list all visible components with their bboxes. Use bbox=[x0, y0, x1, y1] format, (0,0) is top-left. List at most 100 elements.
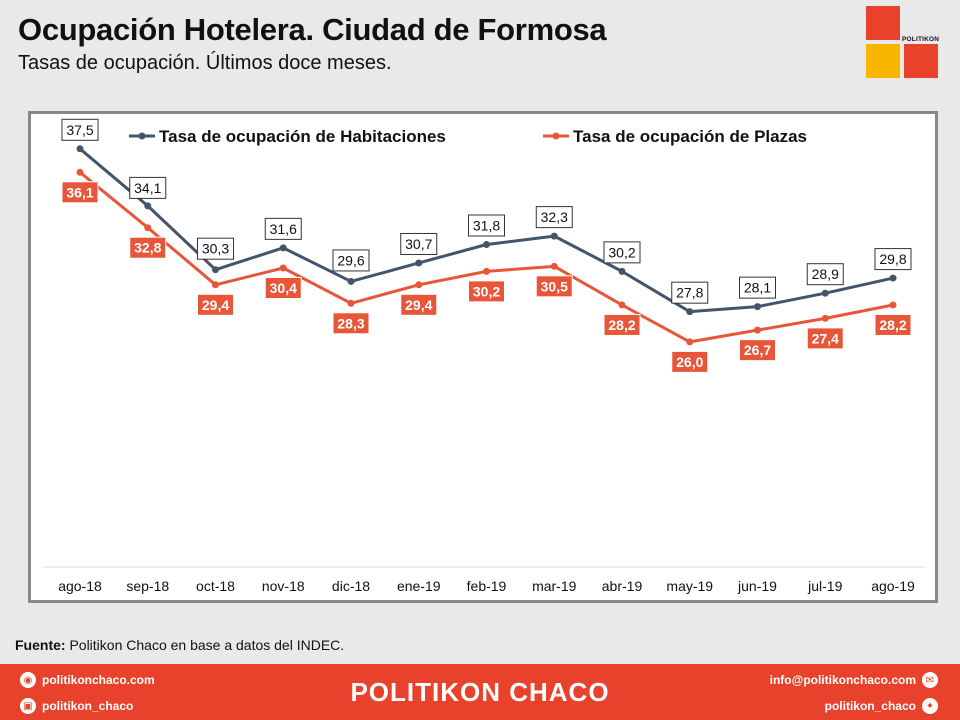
x-tick-label: ene-19 bbox=[397, 578, 441, 594]
data-label-habitaciones: 32,3 bbox=[541, 209, 568, 225]
data-label-plazas: 36,1 bbox=[66, 184, 93, 200]
data-point-0 bbox=[347, 277, 355, 285]
data-label-box-habitaciones bbox=[332, 249, 370, 272]
data-label-box-plazas bbox=[332, 312, 370, 335]
data-label-box-habitaciones bbox=[603, 241, 641, 264]
x-tick-label: abr-19 bbox=[602, 578, 643, 594]
chart-frame: Tasa de ocupación de Habitaciones Tasa de… bbox=[28, 111, 938, 603]
data-label-plazas: 32,8 bbox=[134, 240, 161, 256]
data-label-box-habitaciones bbox=[129, 176, 167, 199]
data-label-habitaciones: 30,2 bbox=[608, 244, 635, 260]
data-label-box-habitaciones bbox=[671, 281, 709, 304]
x-tick-label: nov-18 bbox=[262, 578, 305, 594]
data-label-box-habitaciones bbox=[197, 237, 234, 260]
data-point-0 bbox=[686, 308, 694, 316]
data-label-plazas: 29,4 bbox=[202, 297, 229, 313]
data-point-1 bbox=[618, 301, 626, 309]
data-point-1 bbox=[212, 281, 219, 289]
data-label-habitaciones: 31,6 bbox=[270, 221, 297, 237]
legend-label-1: Tasa de ocupación de Plazas bbox=[573, 127, 807, 146]
data-point-1 bbox=[821, 314, 829, 322]
source-note: Fuente: Politikon Chaco en base a datos … bbox=[15, 637, 344, 653]
data-label-box-plazas bbox=[874, 313, 912, 336]
data-point-0 bbox=[415, 259, 423, 267]
data-label-box-plazas bbox=[806, 327, 844, 350]
footer-twitter[interactable]: politikon_chaco ✦ bbox=[825, 698, 938, 714]
data-label-habitaciones: 28,9 bbox=[812, 266, 839, 282]
footer-instagram[interactable]: ▣ politikon_chaco bbox=[20, 698, 133, 714]
data-label-box-plazas bbox=[129, 236, 167, 259]
footer-email[interactable]: info@politikonchaco.com ✉ bbox=[770, 672, 938, 688]
data-point-0 bbox=[212, 266, 219, 274]
legend-label-0: Tasa de ocupación de Habitaciones bbox=[159, 127, 446, 146]
data-label-box-plazas bbox=[468, 280, 505, 303]
data-point-0 bbox=[144, 202, 152, 210]
mail-icon: ✉ bbox=[922, 672, 938, 688]
page-title: Ocupación Hotelera. Ciudad de Formosa bbox=[18, 12, 607, 47]
data-point-1 bbox=[76, 168, 84, 176]
legend-marker-1 bbox=[552, 132, 560, 140]
data-label-box-plazas bbox=[671, 350, 709, 373]
x-tick-label: ago-19 bbox=[871, 578, 915, 594]
twitter-icon: ✦ bbox=[922, 698, 938, 714]
data-label-habitaciones: 34,1 bbox=[134, 180, 161, 196]
data-point-0 bbox=[76, 145, 84, 153]
data-label-box-habitaciones bbox=[739, 276, 776, 299]
data-label-plazas: 30,2 bbox=[473, 283, 500, 299]
source-text: Politikon Chaco en base a datos del INDE… bbox=[65, 637, 345, 653]
x-tick-label: sep-18 bbox=[126, 578, 169, 594]
x-tick-label: mar-19 bbox=[532, 578, 577, 594]
data-point-0 bbox=[754, 303, 761, 311]
data-label-plazas: 28,2 bbox=[879, 317, 906, 333]
data-point-1 bbox=[754, 326, 761, 334]
data-label-habitaciones: 37,5 bbox=[66, 122, 93, 138]
footer-bar: ◉ politikonchaco.com ▣ politikon_chaco P… bbox=[0, 664, 960, 720]
data-point-0 bbox=[550, 232, 558, 240]
data-point-1 bbox=[144, 224, 152, 232]
data-label-habitaciones: 31,8 bbox=[473, 218, 500, 234]
footer-website[interactable]: ◉ politikonchaco.com bbox=[20, 672, 155, 688]
footer-brand: POLITIKON CHACO bbox=[350, 677, 610, 707]
data-point-0 bbox=[279, 244, 287, 252]
instagram-icon: ▣ bbox=[20, 698, 36, 714]
data-label-plazas: 28,2 bbox=[608, 317, 635, 333]
data-point-1 bbox=[415, 281, 423, 289]
data-label-plazas: 28,3 bbox=[337, 315, 364, 331]
data-label-plazas: 26,0 bbox=[676, 354, 703, 370]
data-label-box-plazas bbox=[197, 293, 234, 316]
data-point-1 bbox=[550, 262, 558, 270]
data-label-habitaciones: 30,3 bbox=[202, 241, 229, 257]
data-label-plazas: 26,7 bbox=[744, 342, 771, 358]
source-label: Fuente: bbox=[15, 637, 66, 653]
instagram-text: politikon_chaco bbox=[42, 699, 134, 713]
data-point-0 bbox=[889, 274, 897, 282]
x-tick-label: oct-18 bbox=[196, 578, 235, 594]
data-label-plazas: 30,4 bbox=[270, 280, 297, 296]
website-text: politikonchaco.com bbox=[42, 673, 155, 687]
data-label-box-plazas bbox=[264, 277, 302, 300]
logo-text: POLITIKON bbox=[902, 36, 940, 43]
data-label-box-habitaciones bbox=[535, 206, 573, 229]
legend-marker-0 bbox=[138, 132, 146, 140]
data-label-box-plazas bbox=[535, 275, 573, 298]
x-tick-label: dic-18 bbox=[332, 578, 370, 594]
data-point-1 bbox=[347, 299, 355, 307]
data-point-1 bbox=[483, 267, 490, 275]
data-label-box-habitaciones bbox=[264, 217, 302, 240]
data-label-habitaciones: 27,8 bbox=[676, 285, 703, 301]
x-tick-label: ago-18 bbox=[58, 578, 102, 594]
data-label-plazas: 27,4 bbox=[812, 330, 839, 346]
data-label-plazas: 29,4 bbox=[405, 297, 432, 313]
data-point-0 bbox=[618, 267, 626, 275]
data-point-0 bbox=[483, 241, 490, 249]
email-text: info@politikonchaco.com bbox=[769, 673, 916, 687]
line-chart: Tasa de ocupación de Habitaciones Tasa de… bbox=[43, 118, 925, 594]
data-label-box-plazas bbox=[603, 313, 641, 336]
data-label-box-habitaciones bbox=[806, 263, 844, 286]
data-label-habitaciones: 29,8 bbox=[879, 251, 906, 267]
page-subtitle: Tasas de ocupación. Últimos doce meses. bbox=[18, 52, 392, 74]
data-point-0 bbox=[821, 289, 829, 297]
x-tick-label: jun-19 bbox=[737, 578, 777, 594]
data-label-box-plazas bbox=[61, 181, 99, 204]
x-tick-label: feb-19 bbox=[467, 578, 507, 594]
